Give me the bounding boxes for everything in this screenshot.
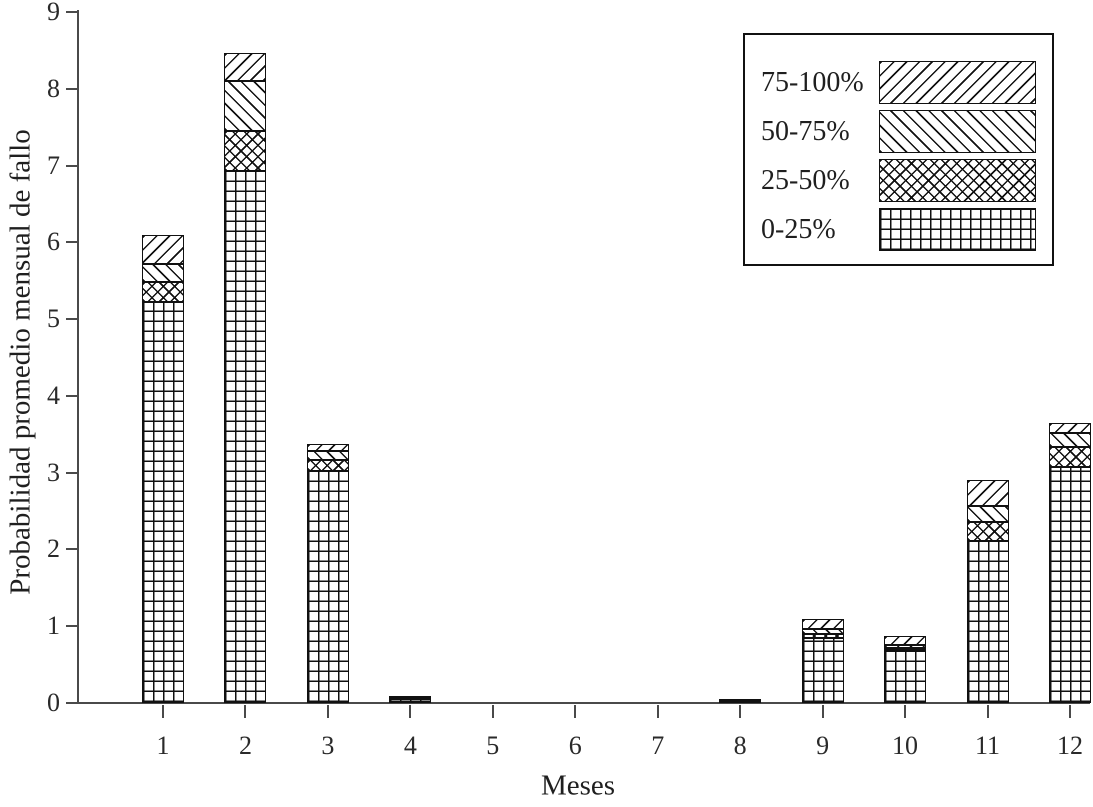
x-tick-label: 5 bbox=[486, 731, 500, 760]
x-tick bbox=[409, 705, 412, 718]
bar-segment-75-100%-month-1 bbox=[142, 235, 184, 264]
legend-entry: 75-100% bbox=[745, 61, 1052, 104]
legend-swatch bbox=[879, 159, 1036, 202]
y-tick-label: 4 bbox=[47, 380, 60, 410]
y-tick-label: 5 bbox=[47, 304, 60, 334]
y-tick bbox=[66, 10, 78, 13]
x-tick-label: 2 bbox=[238, 731, 252, 760]
bar-segment-50-75%-month-10 bbox=[884, 644, 927, 648]
bar-segment-0-25%-month-2 bbox=[224, 170, 267, 703]
x-tick bbox=[491, 705, 494, 718]
y-tick bbox=[66, 625, 78, 628]
x-tick-label: 9 bbox=[816, 731, 830, 760]
x-tick bbox=[904, 705, 907, 718]
y-tick-label: 1 bbox=[47, 611, 60, 641]
bar-segment-75-100%-month-11 bbox=[966, 480, 1009, 506]
x-tick-label: 1 bbox=[156, 731, 170, 760]
bar-segment-50-75%-month-9 bbox=[801, 628, 844, 634]
y-tick bbox=[66, 164, 78, 167]
bar-segment-75-100%-month-8 bbox=[719, 698, 762, 701]
legend-label: 50-75% bbox=[761, 116, 850, 147]
bar-segment-75-100%-month-4 bbox=[389, 695, 432, 698]
legend-entry: 25-50% bbox=[745, 159, 1052, 202]
x-tick bbox=[656, 705, 659, 718]
x-axis-title: Meses bbox=[540, 769, 616, 802]
bar-segment-0-25%-month-3 bbox=[306, 471, 349, 703]
bar-segment-0-25%-month-8 bbox=[719, 701, 762, 703]
bar-segment-50-75%-month-3 bbox=[306, 451, 349, 461]
bar-segment-0-25%-month-10 bbox=[884, 650, 927, 703]
y-tick bbox=[66, 394, 78, 397]
y-tick-label: 0 bbox=[47, 688, 60, 717]
bar-segment-0-25%-month-12 bbox=[1048, 467, 1091, 703]
legend-entry: 0-25% bbox=[745, 208, 1052, 251]
x-tick bbox=[244, 705, 247, 718]
x-axis-line bbox=[77, 702, 1090, 704]
bar-segment-0-25%-month-4 bbox=[389, 699, 432, 703]
bar-segment-50-75%-month-2 bbox=[224, 81, 267, 131]
x-tick bbox=[1068, 705, 1071, 718]
bar-segment-75-100%-month-12 bbox=[1048, 422, 1091, 433]
bar-segment-75-100%-month-3 bbox=[306, 444, 349, 452]
legend-label: 75-100% bbox=[761, 67, 864, 98]
x-tick-label: 8 bbox=[733, 731, 747, 760]
bar-segment-25-50%-month-1 bbox=[142, 282, 184, 303]
legend-swatch bbox=[879, 61, 1036, 104]
y-tick bbox=[66, 87, 78, 90]
y-tick-label: 3 bbox=[47, 457, 60, 487]
bar-segment-25-50%-month-2 bbox=[224, 131, 267, 171]
x-tick-label: 12 bbox=[1056, 731, 1083, 760]
bar-segment-0-25%-month-11 bbox=[966, 541, 1009, 703]
x-tick bbox=[821, 705, 824, 718]
x-tick bbox=[986, 705, 989, 718]
x-tick bbox=[326, 705, 329, 718]
bar-segment-50-75%-month-1 bbox=[142, 263, 184, 283]
x-tick-label: 7 bbox=[651, 731, 665, 760]
legend: 75-100% 50-75% 25-50% 0-25% bbox=[743, 33, 1054, 266]
y-axis-line bbox=[77, 10, 79, 704]
x-tick bbox=[162, 705, 164, 718]
bar-segment-50-75%-month-12 bbox=[1048, 432, 1091, 448]
y-tick bbox=[66, 318, 78, 321]
legend-label: 25-50% bbox=[761, 165, 850, 196]
y-tick-label: 2 bbox=[47, 534, 60, 564]
y-axis-title: Probabilidad promedio mensual de fallo bbox=[4, 129, 37, 595]
bar-segment-25-50%-month-10 bbox=[884, 647, 927, 651]
x-tick-label: 6 bbox=[568, 731, 582, 760]
bar-segment-25-50%-month-9 bbox=[801, 633, 844, 638]
x-tick-label: 4 bbox=[403, 731, 417, 760]
x-tick-label: 11 bbox=[974, 731, 1001, 760]
y-tick bbox=[66, 471, 78, 474]
y-tick bbox=[66, 702, 78, 704]
bar-segment-75-100%-month-10 bbox=[884, 636, 927, 645]
bar-segment-25-50%-month-12 bbox=[1048, 447, 1091, 468]
legend-swatch bbox=[879, 208, 1036, 251]
legend-label: 0-25% bbox=[761, 214, 836, 245]
bar-segment-75-100%-month-2 bbox=[224, 52, 267, 82]
y-tick-label: 6 bbox=[47, 227, 60, 257]
x-tick bbox=[739, 705, 742, 718]
bar-segment-50-75%-month-11 bbox=[966, 505, 1009, 522]
x-tick bbox=[574, 705, 577, 718]
bar-segment-75-100%-month-9 bbox=[801, 618, 844, 629]
bar-segment-25-50%-month-3 bbox=[306, 460, 349, 472]
y-tick bbox=[66, 241, 78, 244]
y-tick bbox=[66, 548, 78, 551]
bar-segment-0-25%-month-1 bbox=[142, 302, 184, 703]
y-tick-label: 8 bbox=[47, 73, 60, 103]
y-tick-label: 9 bbox=[47, 0, 60, 26]
x-tick-label: 10 bbox=[892, 731, 919, 760]
x-tick-label: 3 bbox=[321, 731, 335, 760]
bar-segment-25-50%-month-11 bbox=[966, 521, 1009, 541]
y-tick-label: 7 bbox=[47, 150, 60, 180]
legend-swatch bbox=[879, 110, 1036, 153]
bar-segment-0-25%-month-9 bbox=[801, 637, 844, 703]
legend-entry: 50-75% bbox=[745, 110, 1052, 153]
